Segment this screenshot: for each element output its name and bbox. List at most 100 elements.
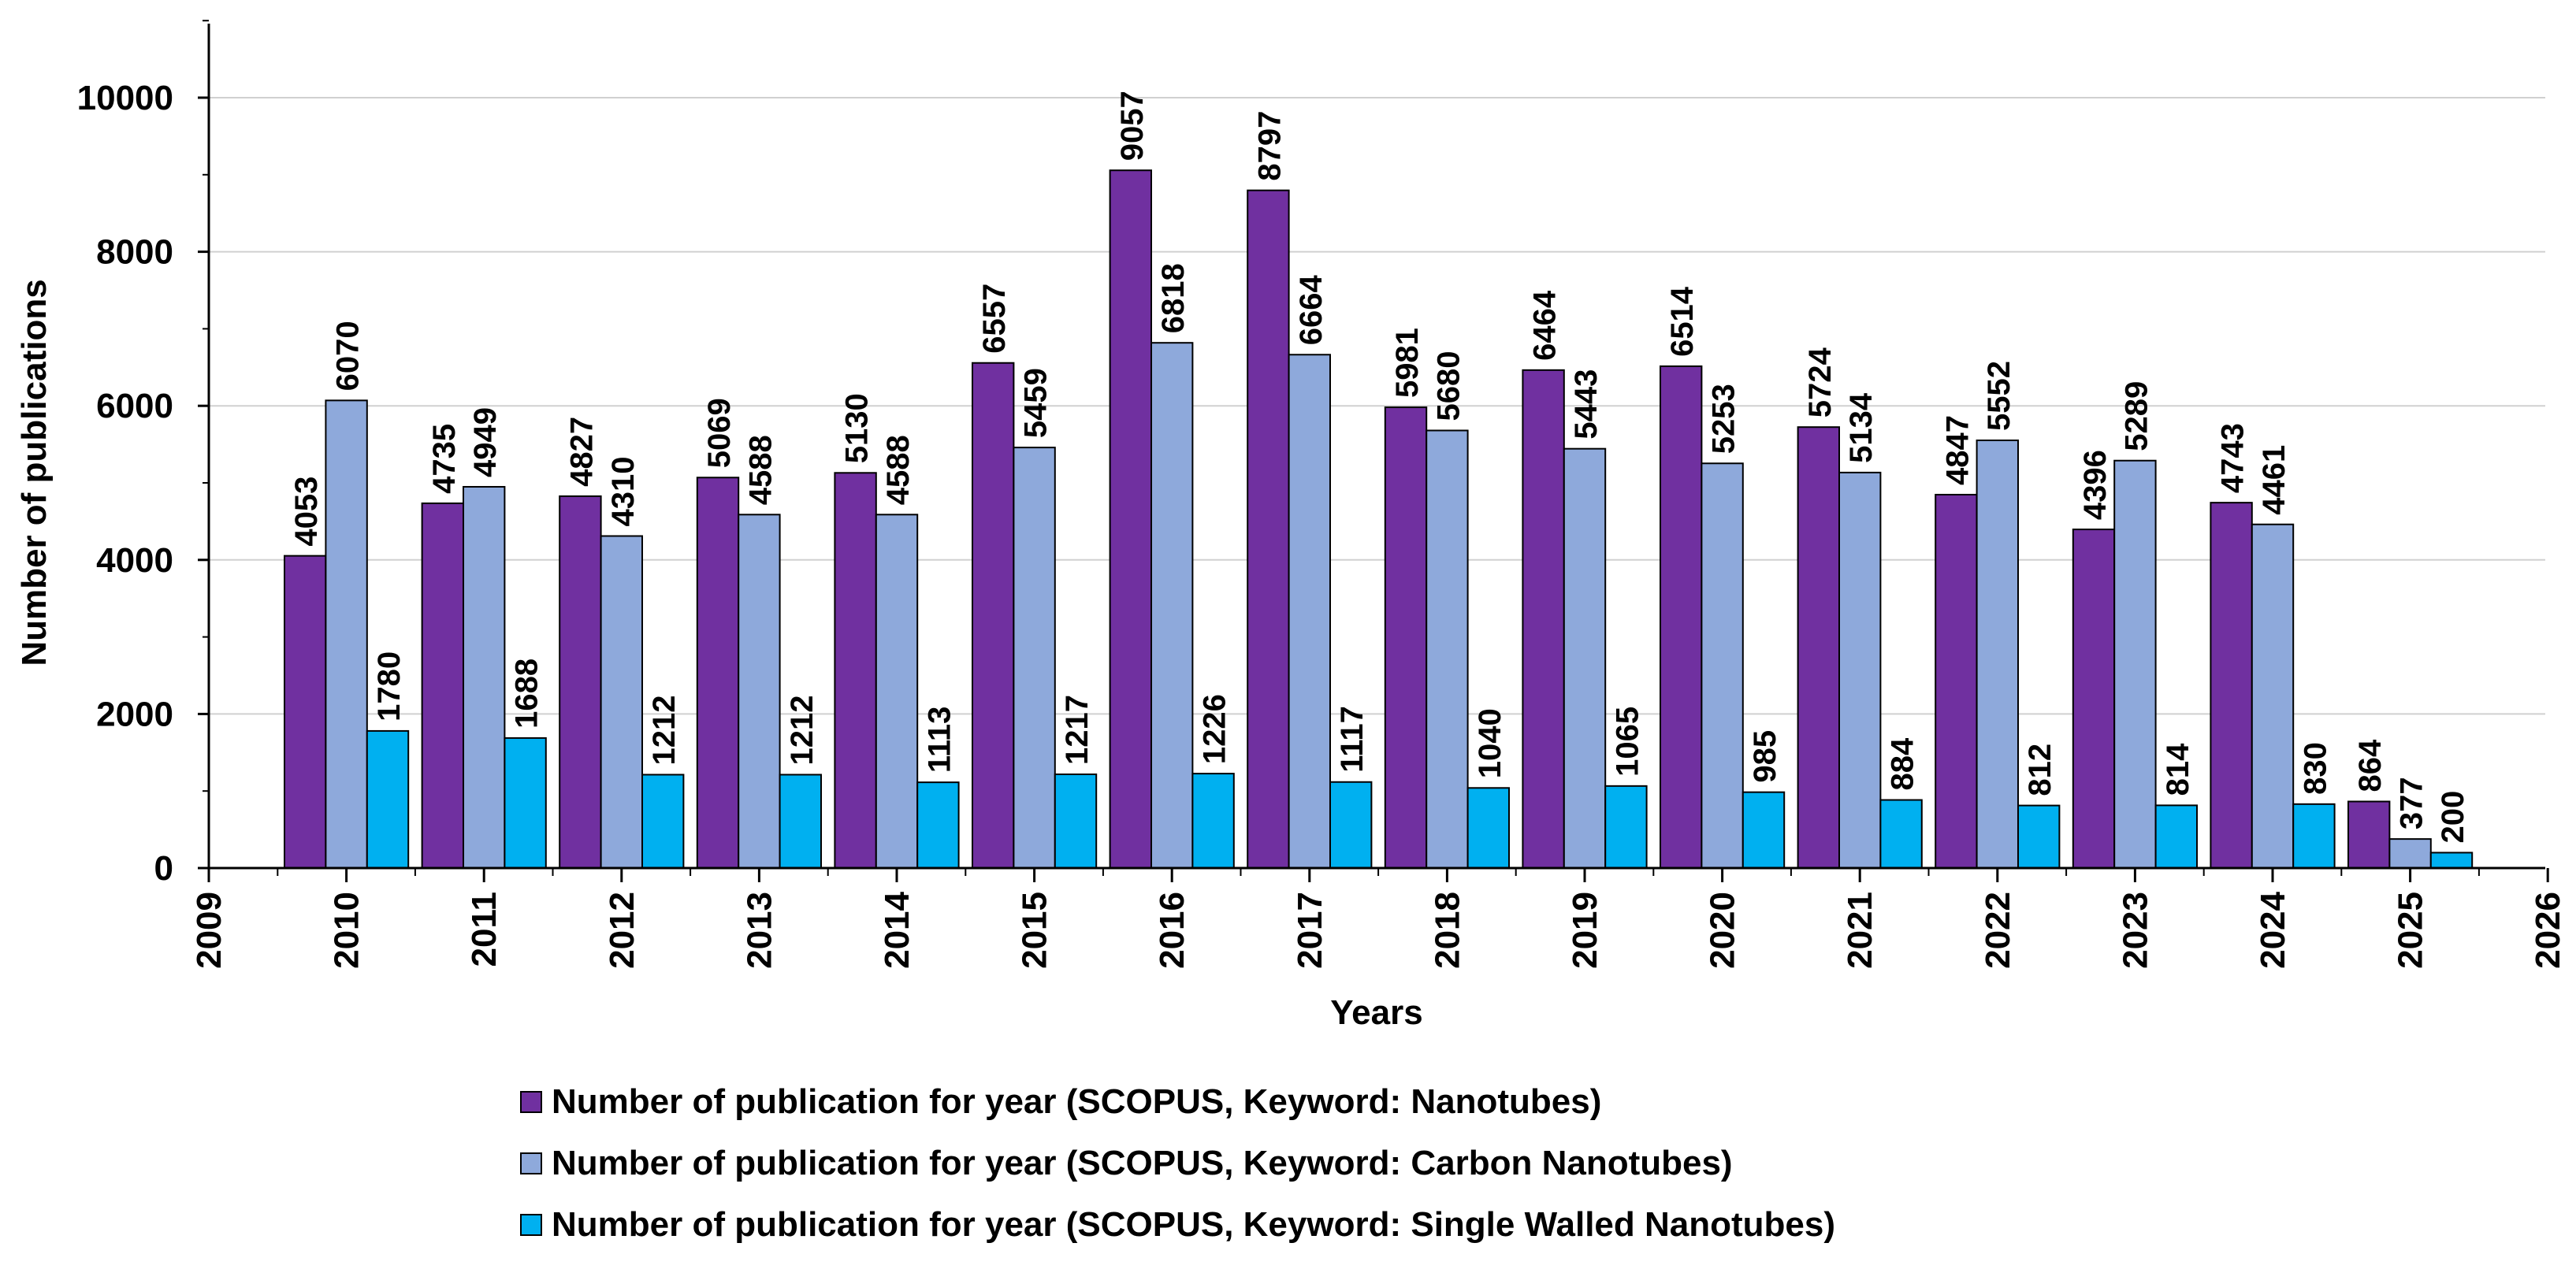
data-label: 5253 [1707, 384, 1741, 454]
data-label: 4743 [2216, 423, 2251, 493]
x-tick-label: 2017 [1291, 892, 1329, 969]
y-tick-label: 4000 [96, 541, 173, 580]
data-label: 6557 [977, 284, 1012, 354]
data-label: 5981 [1390, 328, 1425, 398]
bar [421, 502, 464, 869]
bar [972, 362, 1015, 869]
data-label: 4053 [289, 477, 324, 547]
bar [1288, 354, 1331, 869]
data-label: 5552 [1982, 361, 2017, 431]
legend-item-single-walled-nanotubes: Number of publication for year (SCOPUS, … [520, 1194, 1835, 1256]
data-label: 6514 [1665, 286, 1700, 357]
bar [641, 774, 685, 869]
bar [2072, 529, 2116, 870]
bar [2113, 459, 2157, 869]
data-label: 4827 [564, 417, 599, 487]
x-tick-label: 2026 [2529, 892, 2567, 969]
bar [463, 485, 506, 869]
data-label: 5724 [1803, 347, 1838, 417]
legend: Number of publication for year (SCOPUS, … [520, 1071, 1835, 1256]
bar [2251, 523, 2295, 869]
legend-item-nanotubes: Number of publication for year (SCOPUS, … [520, 1071, 1835, 1133]
data-label: 1212 [785, 695, 820, 765]
bar [1935, 493, 1978, 869]
data-label: 4735 [427, 424, 462, 494]
data-label: 5459 [1019, 368, 1054, 438]
data-label: 1688 [510, 659, 545, 729]
bar [1109, 169, 1152, 869]
x-tick-label: 2025 [2392, 892, 2430, 969]
data-label: 1117 [1335, 706, 1370, 773]
bar [1426, 429, 1469, 869]
data-label: 6664 [1294, 275, 1329, 346]
data-label: 4310 [606, 456, 641, 526]
bar [325, 399, 368, 869]
bar [1247, 189, 1290, 870]
data-label: 200 [2436, 791, 2470, 844]
bar [1563, 447, 1607, 869]
x-tick-label: 2023 [2116, 892, 2154, 969]
bar [559, 495, 602, 869]
bar [1191, 773, 1235, 870]
data-label: 5130 [840, 393, 875, 463]
x-tick-label: 2013 [740, 892, 779, 969]
y-tick-label: 10000 [77, 79, 173, 117]
bar [834, 472, 877, 869]
data-label: 4847 [1940, 415, 1975, 485]
bar [779, 774, 822, 869]
y-tick-label: 0 [154, 849, 173, 888]
data-label: 814 [2161, 743, 2195, 796]
bar [366, 729, 410, 870]
bar [738, 514, 781, 869]
x-tick-label: 2021 [1841, 892, 1879, 969]
x-tick-label: 2011 [465, 892, 504, 967]
data-label: 6818 [1156, 263, 1191, 333]
x-tick-label: 2010 [328, 892, 366, 969]
x-tick-label: 2012 [603, 892, 641, 969]
legend-item-carbon-nanotubes: Number of publication for year (SCOPUS, … [520, 1133, 1835, 1194]
x-tick-label: 2009 [190, 892, 229, 969]
bar [284, 555, 327, 869]
bar [1701, 462, 1744, 869]
data-label: 5289 [2119, 381, 2154, 451]
bar [1150, 342, 1194, 869]
bar [1660, 365, 1703, 869]
y-tick-label: 6000 [96, 387, 173, 425]
bar [916, 781, 960, 870]
data-label: 8797 [1252, 111, 1287, 181]
bar [1522, 369, 1565, 869]
bar [1013, 447, 1056, 869]
data-label: 830 [2298, 742, 2333, 795]
bars [284, 169, 2474, 870]
legend-swatch-carbon-nanotubes [520, 1152, 542, 1174]
data-label: 5069 [702, 398, 737, 468]
data-label: 377 [2395, 777, 2429, 829]
bar [600, 535, 643, 869]
data-label: 1217 [1060, 695, 1095, 765]
y-tick-label: 8000 [96, 233, 173, 272]
data-label: 1040 [1473, 708, 1507, 778]
legend-label-carbon-nanotubes: Number of publication for year (SCOPUS, … [552, 1144, 1733, 1182]
x-tick-label: 2015 [1016, 892, 1054, 969]
bar [1329, 781, 1373, 869]
data-label: 985 [1748, 730, 1782, 783]
x-tick-label: 2014 [878, 891, 916, 968]
x-tick-label: 2016 [1153, 892, 1191, 969]
bar [2292, 803, 2336, 869]
bar [504, 737, 547, 869]
data-label: 884 [1886, 737, 1920, 790]
bar [1976, 440, 2020, 869]
legend-swatch-nanotubes [520, 1091, 542, 1113]
bar [2154, 804, 2199, 870]
legend-label-single-walled-nanotubes: Number of publication for year (SCOPUS, … [552, 1205, 1835, 1244]
data-label: 1065 [1610, 707, 1645, 777]
axes: 0 2000 4000 6000 8000 10000 2009 2010 2011 2012 20… [77, 20, 2567, 969]
bar [1741, 791, 1786, 869]
data-label: 9057 [1115, 91, 1150, 161]
bar [1797, 426, 1841, 869]
data-label: 812 [2023, 744, 2057, 796]
bar [696, 477, 740, 869]
bar [2429, 852, 2474, 869]
data-label: 864 [2353, 739, 2388, 792]
bar [1604, 785, 1648, 870]
